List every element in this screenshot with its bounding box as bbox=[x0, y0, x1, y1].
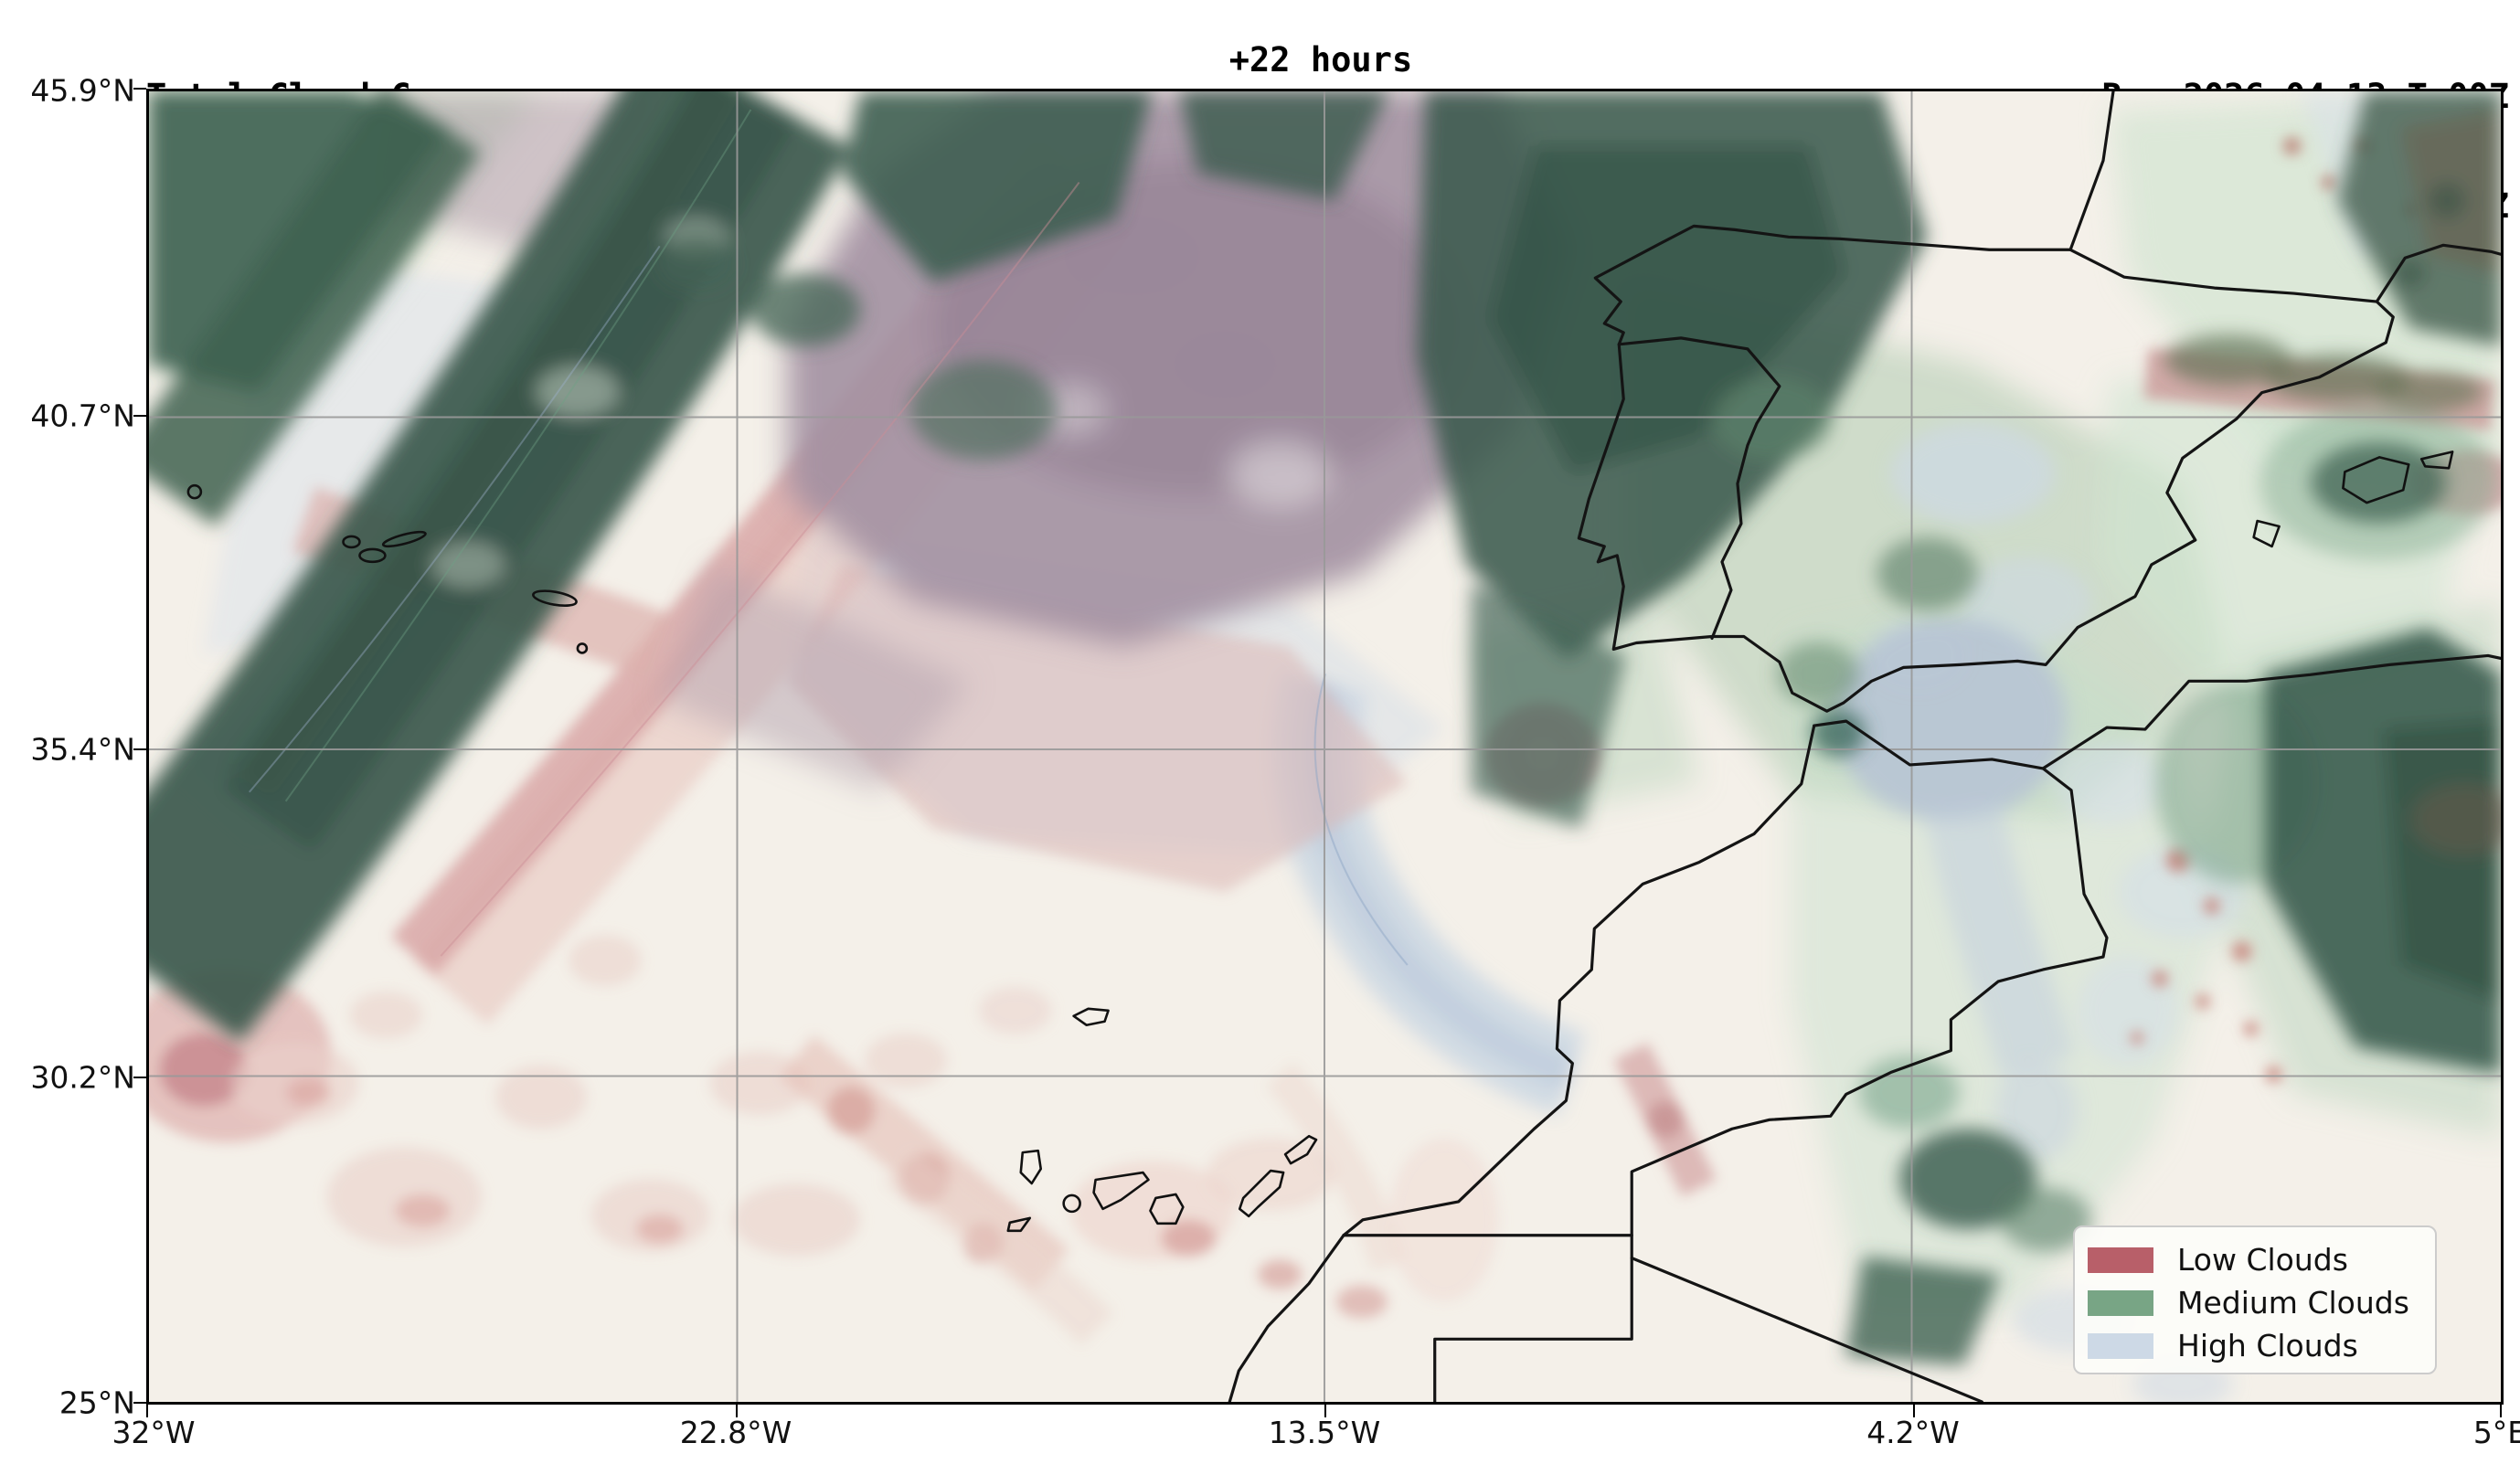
medium-clouds-swatch bbox=[2088, 1289, 2153, 1316]
island-azores bbox=[381, 530, 427, 548]
map-canvas bbox=[146, 89, 2504, 1405]
legend-label: Low Clouds bbox=[2177, 1242, 2348, 1278]
axis-tick bbox=[133, 1402, 146, 1404]
island-azores bbox=[532, 589, 578, 607]
island-mallorca bbox=[2342, 456, 2410, 504]
border-algeria-mauritania bbox=[1630, 1257, 1983, 1402]
axis-tick bbox=[133, 748, 146, 750]
island-fuerteventura bbox=[1238, 1169, 1285, 1218]
island-el-hierro bbox=[1006, 1216, 1032, 1233]
island-lanzarote bbox=[1283, 1134, 1318, 1165]
axis-tick bbox=[1324, 1405, 1326, 1417]
medium-cloud-dense-layer bbox=[149, 91, 2501, 1366]
axis-tick bbox=[1913, 1405, 1915, 1417]
coastline-iberia-france bbox=[1577, 91, 2501, 713]
coastline-africa-mediterranean bbox=[1813, 653, 2501, 770]
island-azores bbox=[342, 535, 361, 549]
coastlines bbox=[1228, 91, 2501, 1402]
legend-label: High Clouds bbox=[2177, 1328, 2358, 1363]
border-pyrenees bbox=[2068, 248, 2378, 303]
lon-tick-label: 13.5°W bbox=[1268, 1415, 1381, 1450]
lat-tick-label: 30.2°N bbox=[30, 1059, 135, 1096]
lon-tick-label: 22.8°W bbox=[679, 1415, 792, 1450]
island-la-palma bbox=[1019, 1149, 1043, 1185]
legend: Low Clouds Medium Clouds High Clouds bbox=[2073, 1225, 2437, 1374]
axis-tick bbox=[146, 1405, 148, 1417]
coastline-africa-atlantic bbox=[1228, 724, 1816, 1402]
axis-tick bbox=[736, 1405, 738, 1417]
axis-tick bbox=[133, 88, 146, 90]
lat-tick-label: 25°N bbox=[58, 1384, 135, 1421]
high-clouds-swatch bbox=[2088, 1332, 2153, 1359]
cloud-cover-map bbox=[149, 91, 2501, 1402]
contour-lines bbox=[248, 109, 1409, 966]
islands bbox=[186, 451, 2454, 1233]
island-madeira bbox=[1072, 1007, 1110, 1027]
forecast-lead-time: +22 hours bbox=[1228, 40, 1413, 80]
graticule bbox=[149, 91, 2501, 1402]
island-azores bbox=[576, 642, 589, 654]
legend-label: Medium Clouds bbox=[2177, 1285, 2409, 1321]
lat-tick-label: 35.4°N bbox=[30, 731, 135, 768]
island-la-gomera bbox=[1062, 1193, 1081, 1214]
island-menorca bbox=[2419, 451, 2454, 470]
island-tenerife bbox=[1092, 1171, 1150, 1211]
low-clouds-swatch bbox=[2088, 1247, 2153, 1273]
axis-tick bbox=[2500, 1405, 2502, 1417]
axis-tick bbox=[133, 1077, 146, 1078]
axis-tick bbox=[133, 415, 146, 417]
lon-tick-label: 4.2°W bbox=[1866, 1415, 1960, 1450]
border-portugal-spain bbox=[1617, 336, 1781, 641]
legend-item-high-clouds: High Clouds bbox=[2088, 1324, 2435, 1367]
island-ibiza bbox=[2252, 519, 2281, 548]
lat-tick-label: 40.7°N bbox=[30, 398, 135, 434]
island-azores bbox=[358, 547, 387, 564]
legend-item-low-clouds: Low Clouds bbox=[2088, 1238, 2435, 1281]
lon-tick-label: 5°E bbox=[2472, 1415, 2520, 1450]
border-morocco-algeria bbox=[1433, 767, 2109, 1402]
lat-tick-label: 45.9°N bbox=[30, 72, 135, 109]
island-azores bbox=[186, 483, 203, 500]
legend-item-medium-clouds: Medium Clouds bbox=[2088, 1281, 2435, 1324]
lon-tick-label: 32°W bbox=[112, 1415, 196, 1450]
island-gran-canaria bbox=[1149, 1193, 1185, 1225]
